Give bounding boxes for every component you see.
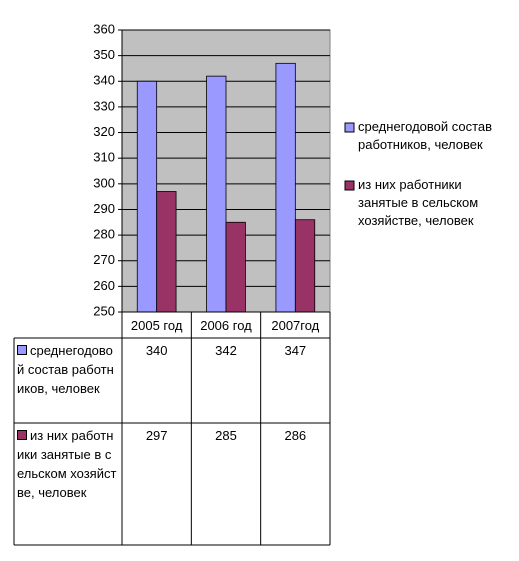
label: среднегодовой состав работников, человек: [17, 343, 114, 396]
legend-entry: из них работники занятые в сельском хозя…: [358, 176, 513, 230]
y-tick-label: 340: [93, 73, 115, 88]
y-tick-label: 360: [93, 21, 115, 36]
label: среднегодовой состав работников, человек: [358, 119, 493, 152]
table-row-label: среднегодовой состав работников, человек: [17, 341, 117, 398]
bar: [225, 221, 246, 313]
label: 340: [145, 343, 168, 358]
bar: [294, 219, 316, 313]
label: 2005 год: [130, 318, 183, 333]
table-value: 340: [122, 341, 191, 360]
y-tick-label: 280: [93, 227, 115, 242]
label: из них работники занятые в сельском хозя…: [358, 177, 479, 228]
label: 297: [145, 428, 168, 443]
y-tick-label: 320: [93, 124, 115, 139]
y-tick-label: 260: [93, 278, 115, 293]
y-tick-label: 300: [93, 175, 115, 190]
y-tick-label: 330: [93, 98, 115, 113]
legend-marker: [17, 345, 27, 355]
table-header: 2006 год: [191, 316, 260, 335]
bar: [136, 80, 158, 313]
legend-entry: среднегодовой состав работников, человек: [358, 118, 513, 154]
table-header: 2005 год: [122, 316, 191, 335]
table-value: 297: [122, 426, 191, 445]
y-tick-label: 270: [93, 252, 115, 267]
label: 286: [284, 428, 307, 443]
table-row-label: из них работники занятые в сельском хозя…: [17, 426, 117, 502]
table-value: 285: [191, 426, 260, 445]
legend-marker: [344, 122, 355, 133]
legend-marker: [344, 180, 355, 191]
table-value: 342: [191, 341, 260, 360]
label: 2006 год: [200, 318, 252, 333]
y-tick-label: 310: [93, 150, 115, 165]
bar: [206, 75, 227, 313]
table-header: 2007год: [261, 316, 330, 335]
label: 2007год: [271, 318, 320, 333]
legend-marker: [17, 430, 27, 440]
table-value: 347: [261, 341, 330, 360]
bar: [156, 191, 177, 313]
label: из них работники занятые в сельском хозя…: [17, 428, 117, 500]
label: 347: [284, 343, 307, 358]
label: 285: [215, 428, 237, 443]
y-tick-label: 250: [93, 303, 115, 318]
y-tick-label: 350: [93, 47, 115, 62]
label: 342: [215, 343, 237, 358]
bar: [275, 62, 296, 313]
y-tick-label: 290: [93, 201, 115, 216]
table-value: 286: [261, 426, 330, 445]
